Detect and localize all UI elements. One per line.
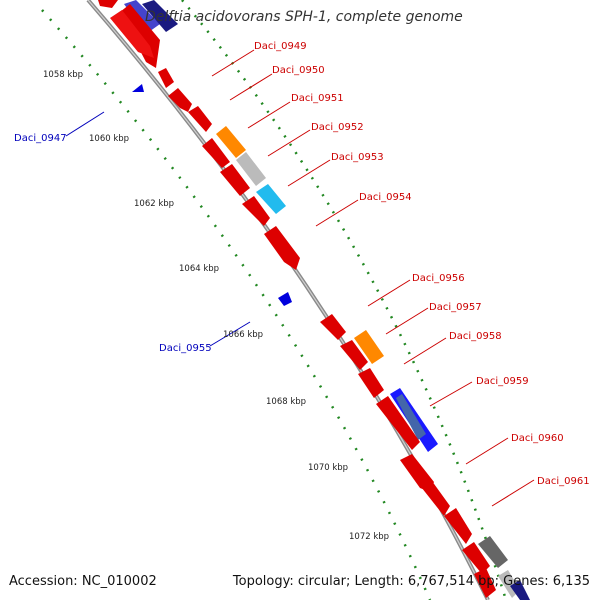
leader-lines xyxy=(65,49,535,507)
gene-block xyxy=(462,542,490,574)
tick-label: 1066 kbp xyxy=(223,330,263,340)
gene-block xyxy=(168,88,192,112)
gene-label[interactable]: Daci_0955 xyxy=(159,343,212,354)
gene-block xyxy=(158,68,174,88)
gene-label[interactable]: Daci_0957 xyxy=(429,302,482,313)
gene-block xyxy=(98,0,118,8)
leader-line xyxy=(211,49,255,77)
gene-block xyxy=(142,0,178,32)
tick-label: 1064 kbp xyxy=(179,264,219,274)
leader-line xyxy=(429,381,473,407)
leader-line xyxy=(491,479,535,507)
leader-line xyxy=(385,307,429,335)
gene-block xyxy=(340,340,368,370)
gene-block xyxy=(220,164,250,196)
leader-line xyxy=(65,111,105,137)
gene-block xyxy=(236,152,266,186)
gene-block xyxy=(376,396,420,450)
reverse-gene-labels: Daci_0947 Daci_0955 xyxy=(14,133,212,354)
gene-label[interactable]: Daci_0956 xyxy=(412,273,465,284)
leader-line xyxy=(403,337,447,365)
gene-block xyxy=(188,106,212,132)
tick-label: 1068 kbp xyxy=(266,397,306,407)
reverse-gene-marker xyxy=(278,292,292,306)
gene-label[interactable]: Daci_0954 xyxy=(359,192,412,203)
tick-label: 1072 kbp xyxy=(349,532,389,542)
tick-label: 1070 kbp xyxy=(308,463,348,473)
gene-label[interactable]: Daci_0949 xyxy=(254,41,307,52)
gene-label[interactable]: Daci_0953 xyxy=(331,152,384,163)
scale-tick-labels: 1058 kbp 1060 kbp 1062 kbp 1064 kbp 1066… xyxy=(43,70,389,542)
gene-label[interactable]: Daci_0947 xyxy=(14,133,67,144)
outer-dotted-track xyxy=(181,0,508,600)
leader-line xyxy=(287,159,331,187)
genome-summary-text: Topology: circular; Length: 6,767,514 bp… xyxy=(232,574,590,589)
page-title: Delftia acidovorans SPH-1, complete geno… xyxy=(145,9,463,25)
gene-label[interactable]: Daci_0959 xyxy=(476,376,529,387)
leader-line xyxy=(247,101,291,129)
gene-block xyxy=(110,10,154,58)
gene-block xyxy=(444,508,472,544)
gene-block xyxy=(320,314,346,340)
gene-block xyxy=(256,184,286,214)
gene-block xyxy=(358,368,384,398)
leader-line xyxy=(367,279,411,307)
gene-block xyxy=(216,126,246,158)
tick-label: 1060 kbp xyxy=(89,134,129,144)
gene-label[interactable]: Daci_0960 xyxy=(511,433,564,444)
inner-dotted-track xyxy=(41,9,432,600)
leader-line xyxy=(229,73,273,101)
forward-gene-labels: Daci_0949 Daci_0950 Daci_0951 Daci_0952 … xyxy=(254,41,590,487)
gene-block xyxy=(264,226,300,270)
tick-label: 1062 kbp xyxy=(134,199,174,209)
gene-blocks xyxy=(98,0,530,600)
gene-block xyxy=(354,330,384,364)
gene-block xyxy=(414,470,450,516)
leader-line xyxy=(267,129,311,157)
leader-line xyxy=(315,199,359,227)
gene-label[interactable]: Daci_0950 xyxy=(272,65,325,76)
gene-block xyxy=(242,196,270,226)
tick-label: 1058 kbp xyxy=(43,70,83,80)
gene-label[interactable]: Daci_0958 xyxy=(449,331,502,342)
gene-label[interactable]: Daci_0952 xyxy=(311,122,364,133)
gene-label[interactable]: Daci_0961 xyxy=(537,476,590,487)
accession-text: Accession: NC_010002 xyxy=(9,574,157,589)
gene-block xyxy=(510,580,530,600)
gene-block xyxy=(478,536,508,568)
leader-line xyxy=(209,321,251,347)
reverse-gene-marker xyxy=(132,84,144,92)
gene-block xyxy=(396,394,426,440)
leader-line xyxy=(465,437,509,465)
gene-label[interactable]: Daci_0951 xyxy=(291,93,344,104)
gene-block xyxy=(474,568,496,598)
gene-block xyxy=(202,138,230,168)
